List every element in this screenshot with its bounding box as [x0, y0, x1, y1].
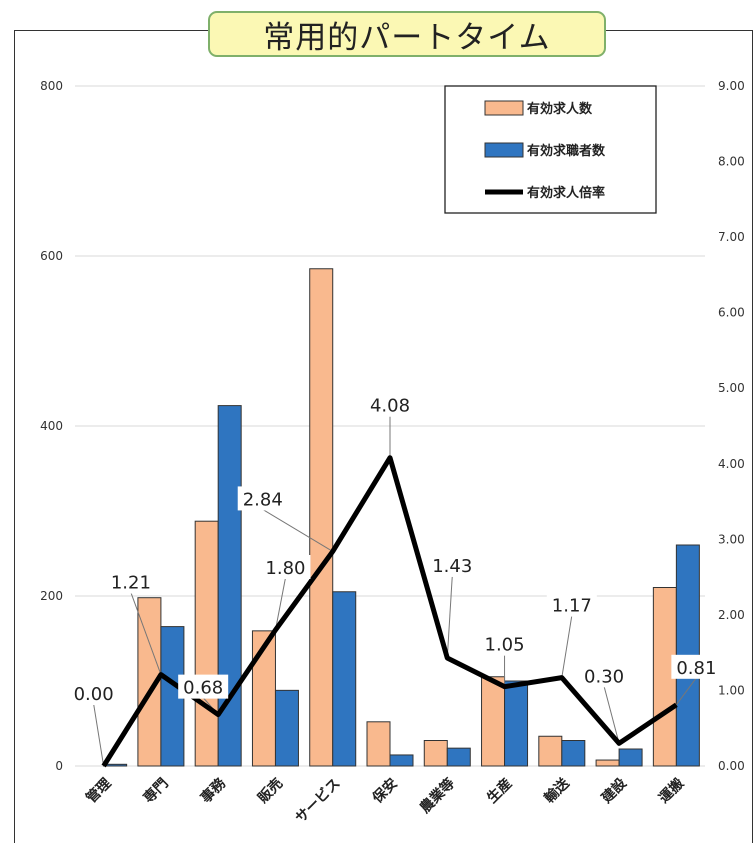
category-labels: 管理 専門 事務 販売 サービス 保安 農業等 生産 輸送 建設 運搬: [83, 774, 688, 826]
label-bg: [365, 392, 415, 417]
label-bg: [105, 569, 156, 594]
label-bg: [178, 674, 229, 699]
right-tick-label: 0.00: [718, 759, 745, 773]
bar: [618, 748, 643, 767]
ratio-data-label: 0.30: [584, 666, 624, 687]
callout-line: [675, 677, 697, 706]
category-label: 輸送: [541, 774, 574, 807]
legend-entry: 有効求職者数: [527, 143, 606, 159]
bar: [595, 759, 620, 767]
category-label: 農業等: [416, 775, 458, 817]
ratio-data-label: 2.84: [243, 489, 283, 510]
legend-box: [444, 85, 657, 214]
label-bg: [579, 663, 630, 688]
left-tick-label: 800: [40, 79, 63, 93]
right-tick-label: 9.00: [718, 79, 745, 93]
callout-line: [130, 592, 162, 675]
bar: [309, 268, 334, 767]
ratio-data-label: 4.08: [370, 396, 410, 417]
category-label: 事務: [197, 774, 230, 807]
ratio-data-label: 1.21: [111, 573, 151, 594]
right-tick-label: 7.00: [718, 230, 745, 244]
bar: [446, 747, 471, 767]
legend-entry: 有効求人倍率: [527, 185, 605, 201]
bar: [194, 520, 219, 767]
ratio-data-label: 1.43: [432, 556, 472, 577]
bar: [504, 680, 529, 767]
left-tick-label: 0: [55, 759, 63, 773]
category-label: 保安: [368, 775, 401, 808]
callout-line: [446, 575, 453, 658]
label-bg: [479, 631, 530, 656]
bar: [366, 721, 391, 767]
ratio-data-label: 1.05: [485, 635, 525, 656]
label-bg: [68, 681, 119, 705]
category-label: 生産: [484, 775, 516, 807]
ratio-data-label: 1.80: [265, 558, 305, 579]
data-labels: 0.00 1.21 0.68 1.80 2.84 4.08 1.43 1.05 1.17 0.30…: [68, 392, 722, 705]
right-tick-label: 4.00: [718, 457, 745, 471]
bar: [481, 676, 506, 767]
ratio-data-label: 0.81: [676, 658, 716, 679]
bar: [423, 740, 448, 767]
ratio-data-label: 1.17: [552, 596, 592, 617]
right-tick-label: 6.00: [718, 306, 745, 320]
chart-title: 常用的パートタイム: [208, 11, 606, 57]
callout-line: [262, 508, 333, 552]
callout-line: [274, 577, 286, 631]
legend-swatch: [484, 142, 524, 158]
label-bg: [237, 486, 288, 511]
category-label: 管理: [83, 775, 115, 807]
callout-line: [561, 615, 573, 678]
bar: [332, 591, 357, 767]
right-tick-label: 2.00: [718, 608, 745, 622]
right-tick-label: 1.00: [718, 683, 745, 697]
left-tick-label: 200: [40, 589, 63, 603]
ratio-data-label: 0.00: [74, 684, 114, 705]
legend-entry: 有効求人数: [527, 101, 593, 117]
legend-swatch: [484, 100, 524, 116]
right-tick-label: 5.00: [718, 381, 745, 395]
left-tick-label: 400: [40, 419, 63, 433]
label-bg: [260, 555, 311, 579]
ratio-line: [101, 455, 678, 768]
bar: [561, 740, 586, 767]
category-label: 建設: [598, 774, 631, 807]
right-tick-label: 8.00: [718, 155, 745, 169]
left-axis: 0 200 400 600 800: [40, 79, 63, 773]
label-bg: [427, 552, 478, 577]
ratio-data-label: 0.68: [183, 678, 223, 699]
bar: [389, 754, 414, 767]
callout-line: [93, 703, 105, 767]
right-axis: 0.00 1.00 2.00 3.00 4.00 5.00 6.00 7.00 8.00 9.00: [718, 79, 745, 773]
category-label: 専門: [140, 775, 172, 807]
right-tick-label: 3.00: [718, 532, 745, 546]
category-label: 運搬: [655, 775, 687, 807]
ratio-line-path: [101, 455, 678, 768]
category-label: サービス: [293, 776, 344, 827]
label-bg: [546, 592, 597, 617]
bar: [274, 689, 299, 767]
label-bg: [671, 654, 722, 679]
bar: [538, 735, 563, 767]
left-tick-label: 600: [40, 249, 63, 263]
category-label: 販売: [254, 775, 286, 807]
callout-line: [603, 686, 620, 744]
